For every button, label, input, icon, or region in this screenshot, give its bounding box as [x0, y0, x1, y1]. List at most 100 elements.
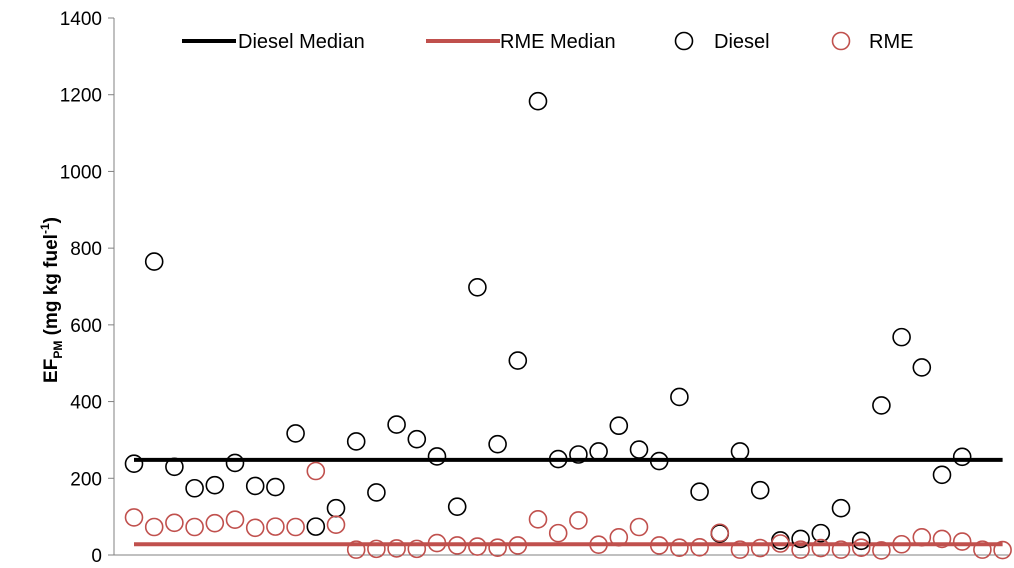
diesel-point — [407, 429, 427, 449]
y-tick-label: 600 — [70, 316, 102, 337]
diesel-point — [912, 358, 932, 377]
diesel-point — [670, 387, 689, 407]
rme-point — [589, 535, 608, 554]
rme-point — [488, 538, 507, 558]
rme-point — [993, 540, 1012, 560]
rme-point — [124, 508, 144, 527]
rme-point — [690, 538, 709, 557]
diesel-point — [225, 453, 245, 473]
y-tick-label: 1000 — [60, 162, 102, 183]
diesel-point — [932, 465, 952, 485]
rme-point — [266, 517, 285, 536]
rme-point — [548, 523, 568, 543]
rme-point — [973, 540, 992, 559]
rme-point — [649, 536, 669, 555]
rme-point — [508, 536, 528, 555]
y-tick-label: 0 — [91, 546, 102, 567]
diesel-point — [306, 517, 326, 536]
rme-point — [205, 513, 225, 533]
diesel-point — [185, 478, 204, 498]
diesel-point — [326, 498, 346, 518]
diesel-point — [266, 477, 285, 497]
y-tick-label: 1400 — [60, 9, 102, 30]
rme-point — [286, 517, 305, 537]
diesel-point — [367, 483, 386, 502]
y-tick-label: 1200 — [60, 86, 102, 107]
diesel-point — [205, 475, 225, 495]
rme-point — [407, 539, 427, 559]
y-tick-label: 800 — [70, 239, 102, 260]
rme-point — [245, 518, 265, 538]
rme-point — [750, 538, 770, 558]
rme-legend-marker — [831, 31, 851, 51]
rme-point — [872, 541, 891, 560]
diesel-point — [548, 449, 568, 469]
rme-point — [912, 528, 932, 547]
diesel-point — [892, 327, 911, 347]
rme-point — [427, 533, 447, 553]
diesel-point — [831, 498, 851, 518]
diesel-median-legend-label: Diesel Median — [238, 31, 365, 53]
diesel-point — [488, 434, 507, 454]
legend: Diesel Median RME Median Diesel RME — [182, 31, 913, 53]
rme-point — [367, 539, 386, 559]
rme-median-legend-label: RME Median — [500, 31, 616, 53]
rme-point — [447, 536, 467, 555]
rme-point — [851, 538, 871, 558]
diesel-point — [730, 442, 750, 461]
rme-point — [609, 528, 629, 547]
rme-point — [225, 510, 245, 530]
rme-point — [952, 532, 972, 551]
y-tick-label: 400 — [70, 393, 102, 414]
diesel-point — [144, 252, 164, 271]
diesel-point — [811, 523, 831, 543]
rme-point — [831, 540, 851, 559]
rme-point — [144, 517, 164, 537]
rme-point — [468, 537, 487, 556]
diesel-point — [649, 451, 669, 471]
rme-point — [528, 510, 548, 529]
diesel-point — [346, 432, 366, 451]
diesel-point — [690, 482, 709, 502]
rme-point — [165, 513, 184, 533]
rme-point — [306, 461, 326, 481]
y-tick-label: 200 — [70, 469, 102, 490]
diesel-point — [286, 424, 305, 443]
rme-point — [185, 517, 204, 537]
diesel-point — [468, 277, 487, 297]
rme-point — [710, 523, 730, 543]
diesel-point — [427, 447, 447, 466]
rme-point — [730, 540, 750, 559]
diesel-point — [791, 529, 810, 549]
rme-point — [670, 538, 689, 558]
median-lines — [134, 457, 1003, 547]
rme-point — [932, 529, 952, 549]
data-points — [124, 91, 1012, 560]
diesel-point — [165, 457, 184, 477]
diesel-point — [589, 442, 608, 461]
rme-point — [569, 511, 588, 530]
diesel-legend-marker — [674, 31, 694, 51]
diesel-point — [609, 416, 629, 436]
rme-point — [326, 515, 346, 534]
diesel-point — [245, 476, 265, 496]
diesel-point — [872, 396, 891, 415]
diesel-point — [952, 447, 972, 467]
diesel-point — [124, 454, 144, 474]
rme-point — [811, 538, 831, 558]
rme-legend-label: RME — [869, 31, 913, 53]
rme-point — [629, 517, 649, 537]
y-axis: 0 200 400 600 800 1000 1200 1400 — [60, 9, 1010, 567]
diesel-point — [851, 531, 871, 551]
diesel-point — [569, 445, 588, 464]
diesel-point — [750, 480, 770, 500]
diesel-legend-label: Diesel — [714, 31, 770, 53]
rme-point — [791, 540, 810, 559]
rme-point — [892, 534, 911, 554]
diesel-point — [447, 497, 467, 516]
diesel-point — [387, 415, 406, 434]
diesel-point — [629, 440, 649, 459]
diesel-point — [528, 91, 548, 111]
diesel-point — [508, 351, 528, 370]
